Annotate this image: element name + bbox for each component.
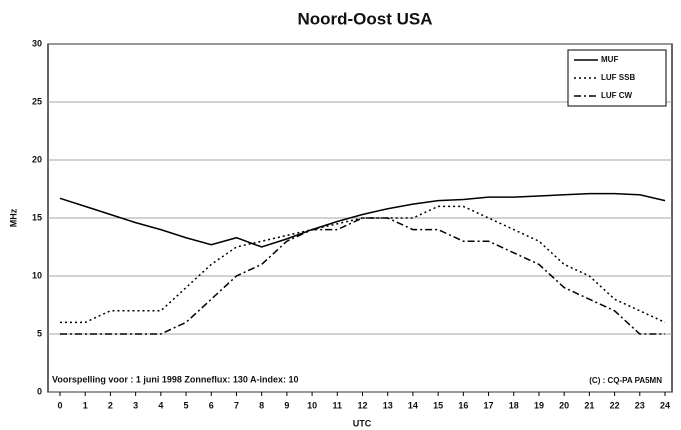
x-tick-label: 2: [108, 400, 113, 410]
x-tick-label: 15: [433, 400, 443, 410]
y-tick-label: 25: [32, 96, 42, 106]
x-tick-label: 18: [509, 400, 519, 410]
y-tick-label: 30: [32, 38, 42, 48]
x-tick-label: 20: [559, 400, 569, 410]
y-axis-label: MHz: [8, 208, 18, 227]
series-line: [60, 205, 666, 324]
y-tick-label: 10: [32, 270, 42, 280]
legend-label: LUF CW: [601, 91, 633, 100]
legend-label: LUF SSB: [601, 73, 635, 82]
x-tick-label: 9: [284, 400, 289, 410]
x-tick-label: 0: [57, 400, 62, 410]
x-tick-label: 6: [209, 400, 214, 410]
series-line: [60, 217, 665, 335]
x-tick-label: 21: [584, 400, 594, 410]
x-tick-label: 11: [333, 400, 343, 410]
x-axis-label: UTC: [353, 418, 372, 428]
annotation: Voorspelling voor : 1 juni 1998 Zonneflu…: [52, 374, 299, 384]
annotation: (C) : CQ-PA PA5MN: [589, 376, 662, 385]
x-tick-label: 5: [184, 400, 189, 410]
x-tick-label: 16: [458, 400, 468, 410]
legend-label: MUF: [601, 55, 618, 64]
x-tick-label: 10: [307, 400, 317, 410]
y-tick-label: 15: [32, 212, 42, 222]
x-tick-label: 22: [610, 400, 620, 410]
x-tick-label: 23: [635, 400, 645, 410]
x-tick-label: 14: [408, 400, 418, 410]
x-tick-label: 12: [357, 400, 367, 410]
x-tick-label: 13: [383, 400, 393, 410]
x-tick-label: 1: [83, 400, 88, 410]
x-tick-label: 17: [484, 400, 494, 410]
series-line: [59, 192, 666, 248]
x-tick-label: 24: [660, 400, 670, 410]
x-tick-label: 8: [259, 400, 264, 410]
chart-title: Noord-Oost USA: [297, 9, 432, 28]
x-tick-label: 7: [234, 400, 239, 410]
x-tick-label: 3: [133, 400, 138, 410]
y-tick-label: 20: [32, 154, 42, 164]
y-tick-label: 5: [37, 328, 42, 338]
x-tick-label: 19: [534, 400, 544, 410]
y-tick-label: 0: [37, 386, 42, 396]
x-tick-label: 4: [158, 400, 163, 410]
